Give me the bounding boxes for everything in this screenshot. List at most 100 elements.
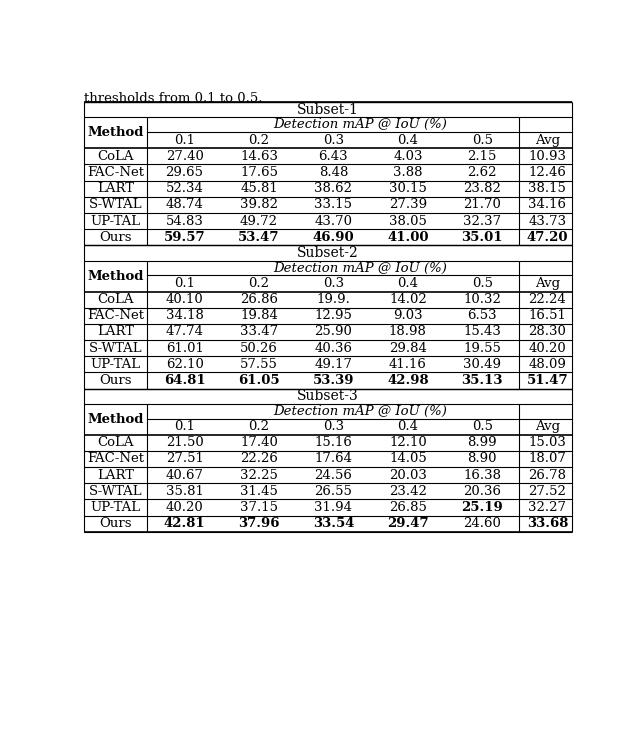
Text: LART: LART bbox=[97, 469, 134, 482]
Text: 53.39: 53.39 bbox=[313, 374, 354, 387]
Text: 0.5: 0.5 bbox=[472, 277, 493, 290]
Text: 27.40: 27.40 bbox=[166, 150, 204, 163]
Text: 22.24: 22.24 bbox=[529, 293, 566, 306]
Text: 40.10: 40.10 bbox=[166, 293, 204, 306]
Text: Method: Method bbox=[88, 413, 144, 426]
Text: 40.67: 40.67 bbox=[166, 469, 204, 482]
Text: Avg: Avg bbox=[535, 134, 560, 147]
Text: 19.84: 19.84 bbox=[240, 309, 278, 322]
Text: 50.26: 50.26 bbox=[240, 342, 278, 355]
Text: 12.46: 12.46 bbox=[529, 166, 566, 179]
Text: UP-TAL: UP-TAL bbox=[91, 215, 141, 227]
Text: 61.05: 61.05 bbox=[238, 374, 280, 387]
Text: FAC-Net: FAC-Net bbox=[87, 453, 144, 465]
Text: 26.85: 26.85 bbox=[389, 501, 427, 514]
Text: 12.95: 12.95 bbox=[314, 309, 353, 322]
Text: 20.36: 20.36 bbox=[463, 485, 501, 498]
Text: 2.15: 2.15 bbox=[468, 150, 497, 163]
Text: Detection mAP @ IoU (%): Detection mAP @ IoU (%) bbox=[273, 118, 447, 132]
Text: 53.47: 53.47 bbox=[238, 230, 280, 244]
Text: Subset-2: Subset-2 bbox=[297, 246, 359, 260]
Text: 46.90: 46.90 bbox=[312, 230, 354, 244]
Text: 0.4: 0.4 bbox=[397, 420, 419, 433]
Text: 38.05: 38.05 bbox=[389, 215, 427, 227]
Text: UP-TAL: UP-TAL bbox=[91, 358, 141, 371]
Text: 2.62: 2.62 bbox=[467, 166, 497, 179]
Text: 35.01: 35.01 bbox=[461, 230, 503, 244]
Text: 49.72: 49.72 bbox=[240, 215, 278, 227]
Text: 8.48: 8.48 bbox=[319, 166, 348, 179]
Text: 33.15: 33.15 bbox=[314, 198, 353, 212]
Text: 42.98: 42.98 bbox=[387, 374, 429, 387]
Text: 22.26: 22.26 bbox=[240, 453, 278, 465]
Text: 3.88: 3.88 bbox=[393, 166, 422, 179]
Text: CoLA: CoLA bbox=[97, 293, 134, 306]
Text: 0.3: 0.3 bbox=[323, 420, 344, 433]
Text: 33.68: 33.68 bbox=[527, 517, 568, 530]
Text: Ours: Ours bbox=[99, 230, 132, 244]
Text: thresholds from 0.1 to 0.5.: thresholds from 0.1 to 0.5. bbox=[84, 93, 262, 105]
Text: 18.98: 18.98 bbox=[389, 325, 427, 338]
Text: Detection mAP @ IoU (%): Detection mAP @ IoU (%) bbox=[273, 405, 447, 417]
Text: Method: Method bbox=[88, 269, 144, 283]
Text: 0.2: 0.2 bbox=[248, 277, 269, 290]
Text: 15.43: 15.43 bbox=[463, 325, 501, 338]
Text: CoLA: CoLA bbox=[97, 436, 134, 450]
Text: 32.27: 32.27 bbox=[529, 501, 566, 514]
Text: 27.52: 27.52 bbox=[529, 485, 566, 498]
Text: 16.51: 16.51 bbox=[529, 309, 566, 322]
Text: 31.94: 31.94 bbox=[314, 501, 353, 514]
Text: 26.78: 26.78 bbox=[529, 469, 566, 482]
Text: 0.2: 0.2 bbox=[248, 420, 269, 433]
Text: 33.47: 33.47 bbox=[240, 325, 278, 338]
Text: 8.99: 8.99 bbox=[467, 436, 497, 450]
Text: 47.74: 47.74 bbox=[166, 325, 204, 338]
Text: 0.3: 0.3 bbox=[323, 277, 344, 290]
Text: Method: Method bbox=[88, 126, 144, 139]
Text: 30.15: 30.15 bbox=[389, 183, 427, 195]
Text: 6.53: 6.53 bbox=[467, 309, 497, 322]
Text: 14.63: 14.63 bbox=[240, 150, 278, 163]
Text: 23.82: 23.82 bbox=[463, 183, 501, 195]
Text: 34.16: 34.16 bbox=[529, 198, 566, 212]
Text: 40.20: 40.20 bbox=[166, 501, 204, 514]
Text: 26.55: 26.55 bbox=[314, 485, 353, 498]
Text: 21.50: 21.50 bbox=[166, 436, 204, 450]
Text: 64.81: 64.81 bbox=[164, 374, 205, 387]
Text: 51.47: 51.47 bbox=[527, 374, 568, 387]
Text: 19.55: 19.55 bbox=[463, 342, 501, 355]
Text: Subset-1: Subset-1 bbox=[297, 102, 359, 117]
Text: 0.5: 0.5 bbox=[472, 420, 493, 433]
Text: 29.65: 29.65 bbox=[166, 166, 204, 179]
Text: 42.81: 42.81 bbox=[164, 517, 205, 530]
Text: 6.43: 6.43 bbox=[319, 150, 348, 163]
Text: 35.81: 35.81 bbox=[166, 485, 204, 498]
Text: 27.39: 27.39 bbox=[388, 198, 427, 212]
Text: 16.38: 16.38 bbox=[463, 469, 501, 482]
Text: CoLA: CoLA bbox=[97, 150, 134, 163]
Text: 25.19: 25.19 bbox=[461, 501, 503, 514]
Text: 48.09: 48.09 bbox=[529, 358, 566, 371]
Text: 35.13: 35.13 bbox=[461, 374, 503, 387]
Text: 62.10: 62.10 bbox=[166, 358, 204, 371]
Text: 0.1: 0.1 bbox=[174, 134, 195, 147]
Text: 0.5: 0.5 bbox=[472, 134, 493, 147]
Text: 45.81: 45.81 bbox=[240, 183, 278, 195]
Text: LART: LART bbox=[97, 325, 134, 338]
Text: FAC-Net: FAC-Net bbox=[87, 309, 144, 322]
Text: 29.84: 29.84 bbox=[389, 342, 427, 355]
Text: 17.65: 17.65 bbox=[240, 166, 278, 179]
Text: Detection mAP @ IoU (%): Detection mAP @ IoU (%) bbox=[273, 262, 447, 275]
Text: 0.1: 0.1 bbox=[174, 420, 195, 433]
Text: 15.16: 15.16 bbox=[314, 436, 353, 450]
Text: 59.57: 59.57 bbox=[164, 230, 205, 244]
Text: Ours: Ours bbox=[99, 374, 132, 387]
Text: S-WTAL: S-WTAL bbox=[89, 198, 143, 212]
Text: 21.70: 21.70 bbox=[463, 198, 501, 212]
Text: 41.16: 41.16 bbox=[389, 358, 427, 371]
Text: 37.15: 37.15 bbox=[240, 501, 278, 514]
Text: 9.03: 9.03 bbox=[393, 309, 422, 322]
Text: 49.17: 49.17 bbox=[314, 358, 353, 371]
Text: 17.40: 17.40 bbox=[240, 436, 278, 450]
Text: 14.05: 14.05 bbox=[389, 453, 427, 465]
